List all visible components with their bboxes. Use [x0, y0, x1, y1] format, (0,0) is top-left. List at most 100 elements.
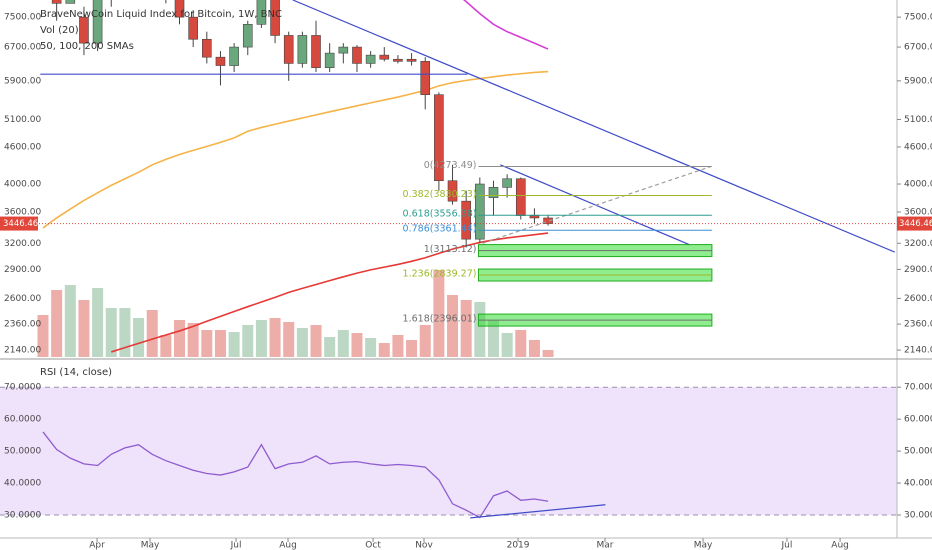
candle-body: [270, 0, 280, 36]
volume-bar: [337, 330, 349, 357]
candle-body: [365, 54, 376, 64]
fib-label: 1.618(2396.01): [403, 314, 477, 325]
volume-bar: [501, 333, 513, 357]
candle-body: [488, 187, 499, 198]
candle-body: [51, 0, 62, 4]
volume-bar: [283, 322, 295, 357]
volume-bar: [37, 315, 49, 357]
y-tick-label: 6700.00: [904, 43, 932, 53]
volume-bar: [419, 325, 431, 357]
candle-body: [543, 217, 553, 224]
volume-bar: [324, 337, 336, 357]
moving-average: [462, 0, 549, 50]
volume-bar: [433, 270, 445, 357]
y-tick-label-left: 2600.00: [4, 294, 41, 304]
y-tick-label: 60.0000: [904, 415, 932, 425]
price-plot: [0, 0, 897, 357]
fib-label: 0.382(3830.23): [403, 189, 477, 200]
volume-bar: [146, 310, 158, 357]
candle-body: [352, 46, 362, 64]
y-tick-label-left: 2360.00: [4, 320, 41, 330]
y-tick-label: 4600.00: [904, 142, 932, 152]
candle-body: [529, 215, 540, 219]
x-tick-label: Jul: [781, 541, 793, 550]
rsi-band: [0, 387, 897, 515]
x-tick-label: Aug: [831, 541, 849, 550]
volume-bar: [406, 340, 418, 357]
y-tick-label-left: 2900.00: [4, 265, 41, 275]
volume-bar: [378, 343, 390, 357]
rsi-title: RSI (14, close): [40, 367, 112, 378]
y-tick-label: 50.0000: [904, 447, 932, 457]
y-tick-label: 5100.00: [904, 115, 932, 125]
candle-body: [338, 46, 349, 54]
candle-body: [188, 16, 198, 40]
y-tick-label: 7500.00: [904, 13, 932, 23]
candle-body: [283, 35, 294, 64]
y-tick-label-left: 60.0000: [4, 415, 41, 425]
y-tick-label-left: 3600.00: [4, 207, 41, 217]
y-tick-label-left: 50.0000: [4, 447, 41, 457]
candle-body: [229, 46, 239, 66]
volume-bar: [214, 330, 226, 357]
volume-bar: [64, 285, 76, 357]
fib-label: 0.618(3556.38): [403, 209, 477, 220]
volume-bar: [542, 350, 554, 357]
fib-label: 0(4273.49): [424, 160, 477, 171]
last-price-label: 3446.46: [899, 219, 932, 229]
volume-bar: [269, 318, 281, 357]
volume-bar: [160, 335, 172, 357]
volume-legend: Vol (20): [40, 25, 79, 36]
ma-legend: 50, 100, 200 SMAs: [40, 41, 134, 52]
rsi-line: [42, 431, 549, 519]
candle-body: [324, 52, 335, 68]
candle-body: [420, 61, 431, 95]
candle-body: [174, 0, 185, 18]
candle-body: [242, 24, 253, 48]
candle-body: [215, 56, 226, 66]
y-tick-label-left: 3200.00: [4, 239, 41, 249]
y-tick-label-left: 2140.00: [4, 346, 41, 356]
volume-bar: [310, 325, 322, 357]
volume-bar: [187, 323, 199, 357]
candle-body: [65, 0, 76, 4]
y-tick-label: 70.0000: [904, 383, 932, 393]
volume-bar: [174, 320, 186, 357]
volume-bar: [392, 335, 404, 357]
y-tick-label-left: 7500.00: [4, 13, 41, 23]
x-tick-label: Aug: [279, 541, 297, 550]
y-tick-label: 2600.00: [904, 294, 932, 304]
y-tick-label: 2360.00: [904, 320, 932, 330]
fib-label: 0.786(3361.44): [403, 224, 477, 235]
y-tick-label-left: 5100.00: [4, 115, 41, 125]
last-price-tag: [897, 216, 932, 231]
volume-bar: [201, 330, 213, 357]
volume-bar: [92, 288, 104, 357]
candle-body: [297, 35, 308, 64]
candle-body: [502, 178, 512, 188]
volume-bar: [119, 308, 131, 357]
x-tick-label: May: [141, 541, 160, 550]
volume-bar: [447, 295, 459, 357]
candle-body: [393, 58, 403, 62]
y-tick-label-left: 70.0000: [4, 383, 41, 393]
volume-bar: [78, 300, 90, 357]
last-price-label: 3446.46: [3, 219, 38, 229]
y-tick-label-left: 5900.00: [4, 76, 41, 86]
volume-bar: [133, 318, 145, 357]
chart-title: BraveNewCoin Liquid Index for Bitcoin, 1…: [40, 9, 282, 20]
candle-body: [461, 200, 471, 240]
y-tick-label: 2140.00: [904, 346, 932, 356]
volume-bar: [296, 328, 308, 357]
y-tick-label-left: 4600.00: [4, 142, 41, 152]
x-tick-label: Mar: [597, 541, 614, 550]
moving-average: [111, 232, 549, 353]
volume-bar: [105, 308, 117, 357]
volume-bar: [351, 333, 363, 357]
y-tick-label: 2900.00: [904, 265, 932, 275]
x-tick-label: Nov: [415, 541, 433, 550]
moving-average: [42, 70, 549, 229]
candle-body: [379, 54, 390, 60]
